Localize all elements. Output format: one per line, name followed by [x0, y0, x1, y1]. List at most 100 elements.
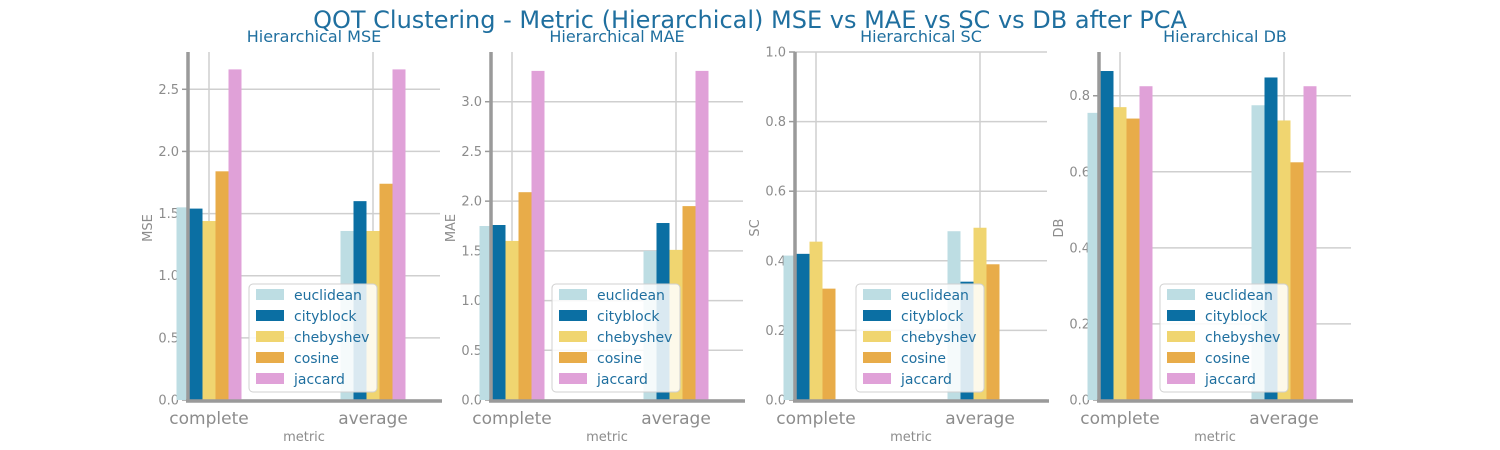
- y-tick-label: 0.0: [1069, 394, 1090, 409]
- legend-swatch-cosine: [559, 352, 587, 363]
- bar-cosine-average: [682, 206, 696, 400]
- legend: euclidean cityblock chebyshev cosine jaccard: [855, 283, 985, 393]
- legend-swatch-euclidean: [256, 289, 284, 300]
- legend-swatch-jaccard: [1167, 373, 1195, 384]
- legend-label-cosine: cosine: [901, 351, 946, 367]
- legend-label-cosine: cosine: [294, 351, 339, 367]
- y-tick-label: 0.8: [765, 115, 786, 130]
- y-tick-label: 2.0: [158, 145, 179, 160]
- y-tick-label: 2.5: [461, 145, 482, 160]
- legend-swatch-jaccard: [863, 373, 891, 384]
- legend-label-cosine: cosine: [597, 351, 642, 367]
- legend-label-cityblock: cityblock: [294, 309, 357, 325]
- x-tick-label: average: [1249, 409, 1319, 429]
- y-tick-label: 0.8: [1069, 89, 1090, 104]
- legend-swatch-cityblock: [559, 310, 587, 321]
- y-tick-label: 0.5: [461, 344, 482, 359]
- bar-jaccard-complete: [531, 70, 545, 401]
- y-tick-label: 1.5: [461, 244, 482, 259]
- x-tick-label: complete: [472, 409, 551, 429]
- x-tick-label: complete: [169, 409, 248, 429]
- bar-cosine-complete: [1126, 118, 1140, 401]
- y-tick-label: 2.5: [158, 83, 179, 98]
- x-tick-label: average: [641, 409, 711, 429]
- chart-panel-3: Hierarchical SC 0.0 0.2 0.4 0.6 0.8 1.0 complet…: [748, 27, 1049, 445]
- panel-title: Hierarchical MAE: [549, 27, 684, 46]
- legend-swatch-cityblock: [863, 310, 891, 321]
- legend-label-cityblock: cityblock: [1205, 309, 1268, 325]
- bar-cityblock-complete: [189, 208, 203, 400]
- bar-cosine-complete: [518, 192, 532, 400]
- legend-label-jaccard: jaccard: [1204, 372, 1256, 388]
- legend-swatch-cityblock: [256, 310, 284, 321]
- y-tick-label: 0.4: [765, 254, 786, 269]
- bar-cityblock-complete: [492, 225, 506, 400]
- bar-cityblock-complete: [796, 253, 810, 400]
- legend-label-cityblock: cityblock: [901, 309, 964, 325]
- x-tick-label: complete: [776, 409, 855, 429]
- bar-cityblock-complete: [1100, 71, 1114, 401]
- bar-chebyshev-complete: [505, 240, 519, 400]
- x-axis-label: metric: [586, 430, 628, 445]
- y-tick-label: 0.6: [765, 185, 786, 200]
- legend-label-euclidean: euclidean: [901, 288, 969, 304]
- y-tick-label: 0.2: [1069, 317, 1090, 332]
- panel-title: Hierarchical MSE: [247, 27, 382, 46]
- legend: euclidean cityblock chebyshev cosine jaccard: [551, 283, 681, 393]
- bar-chebyshev-complete: [202, 221, 216, 400]
- legend-label-euclidean: euclidean: [1205, 288, 1273, 304]
- y-tick-label: 1.0: [461, 294, 482, 309]
- legend-label-jaccard: jaccard: [293, 372, 345, 388]
- y-tick-label: 2.0: [461, 195, 482, 210]
- y-tick-label: 0.6: [1069, 165, 1090, 180]
- legend: euclidean cityblock chebyshev cosine jaccard: [248, 283, 378, 393]
- y-tick-label: 3.0: [461, 95, 482, 110]
- bar-cosine-average: [986, 264, 1000, 400]
- chart-panel-4: Hierarchical DB 0.0 0.2 0.4 0.6 0.8 complete av…: [1052, 27, 1353, 445]
- x-tick-label: complete: [1080, 409, 1159, 429]
- legend-swatch-chebyshev: [559, 331, 587, 342]
- legend-label-jaccard: jaccard: [596, 372, 648, 388]
- chart-panels: Hierarchical MSE 0.0 0.5 1.0 1.5 2.0 2.5 comple…: [141, 27, 1353, 445]
- bar-jaccard-average: [695, 70, 709, 401]
- legend-label-euclidean: euclidean: [294, 288, 362, 304]
- y-tick-label: 0.0: [461, 394, 482, 409]
- legend-swatch-cosine: [256, 352, 284, 363]
- y-axis-label: MAE: [444, 214, 459, 242]
- bar-cosine-complete: [215, 171, 229, 400]
- bar-jaccard-average: [1303, 86, 1317, 401]
- legend-label-jaccard: jaccard: [900, 372, 952, 388]
- legend-label-chebyshev: chebyshev: [294, 330, 369, 346]
- bar-cosine-average: [1290, 162, 1304, 400]
- y-axis-label: DB: [1052, 219, 1067, 238]
- bar-chebyshev-complete: [1113, 107, 1127, 401]
- chart-panel-1: Hierarchical MSE 0.0 0.5 1.0 1.5 2.0 2.5 comple…: [141, 27, 442, 445]
- legend-swatch-chebyshev: [256, 331, 284, 342]
- legend-swatch-cosine: [863, 352, 891, 363]
- legend-swatch-cityblock: [1167, 310, 1195, 321]
- y-tick-label: 1.0: [158, 269, 179, 284]
- y-tick-label: 0.0: [765, 394, 786, 409]
- legend-swatch-chebyshev: [863, 331, 891, 342]
- legend-swatch-jaccard: [256, 373, 284, 384]
- y-tick-label: 0.2: [765, 324, 786, 339]
- y-tick-label: 0.5: [158, 331, 179, 346]
- legend-label-euclidean: euclidean: [597, 288, 665, 304]
- y-axis-label: MSE: [141, 214, 156, 242]
- legend-swatch-cosine: [1167, 352, 1195, 363]
- chart-panel-2: Hierarchical MAE 0.0 0.5 1.0 1.5 2.0 2.5 3.0 com…: [444, 27, 745, 445]
- y-axis-label: SC: [748, 219, 763, 236]
- x-axis-label: metric: [1194, 430, 1236, 445]
- legend-swatch-chebyshev: [1167, 331, 1195, 342]
- legend-label-chebyshev: chebyshev: [901, 330, 976, 346]
- bar-cosine-complete: [822, 288, 836, 400]
- legend-swatch-euclidean: [559, 289, 587, 300]
- bar-jaccard-complete: [1139, 86, 1153, 401]
- y-tick-label: 0.4: [1069, 241, 1090, 256]
- panel-title: Hierarchical DB: [1163, 27, 1287, 46]
- bar-cosine-average: [379, 183, 393, 400]
- bar-chebyshev-complete: [809, 241, 823, 400]
- x-tick-label: average: [338, 409, 408, 429]
- y-tick-label: 1.5: [158, 207, 179, 222]
